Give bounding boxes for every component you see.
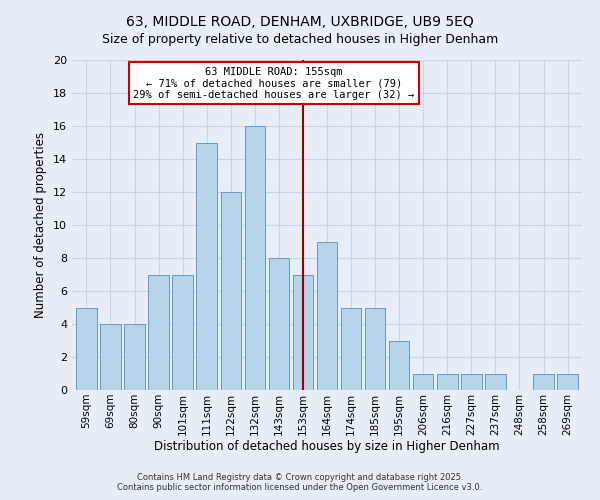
Bar <box>269 258 289 390</box>
X-axis label: Distribution of detached houses by size in Higher Denham: Distribution of detached houses by size … <box>154 440 500 454</box>
Bar <box>317 242 337 390</box>
Bar <box>76 308 97 390</box>
Text: Contains HM Land Registry data © Crown copyright and database right 2025.
Contai: Contains HM Land Registry data © Crown c… <box>118 473 482 492</box>
Bar <box>461 374 482 390</box>
Bar <box>389 340 409 390</box>
Bar <box>196 142 217 390</box>
Bar <box>221 192 241 390</box>
Bar <box>245 126 265 390</box>
Bar <box>485 374 506 390</box>
Bar <box>172 274 193 390</box>
Bar <box>533 374 554 390</box>
Bar <box>365 308 385 390</box>
Y-axis label: Number of detached properties: Number of detached properties <box>34 132 47 318</box>
Bar <box>100 324 121 390</box>
Bar <box>148 274 169 390</box>
Bar <box>124 324 145 390</box>
Bar <box>341 308 361 390</box>
Text: Size of property relative to detached houses in Higher Denham: Size of property relative to detached ho… <box>102 32 498 46</box>
Bar <box>557 374 578 390</box>
Text: 63, MIDDLE ROAD, DENHAM, UXBRIDGE, UB9 5EQ: 63, MIDDLE ROAD, DENHAM, UXBRIDGE, UB9 5… <box>126 15 474 29</box>
Bar <box>293 274 313 390</box>
Text: 63 MIDDLE ROAD: 155sqm
← 71% of detached houses are smaller (79)
29% of semi-det: 63 MIDDLE ROAD: 155sqm ← 71% of detached… <box>133 66 415 100</box>
Bar <box>437 374 458 390</box>
Bar <box>413 374 433 390</box>
